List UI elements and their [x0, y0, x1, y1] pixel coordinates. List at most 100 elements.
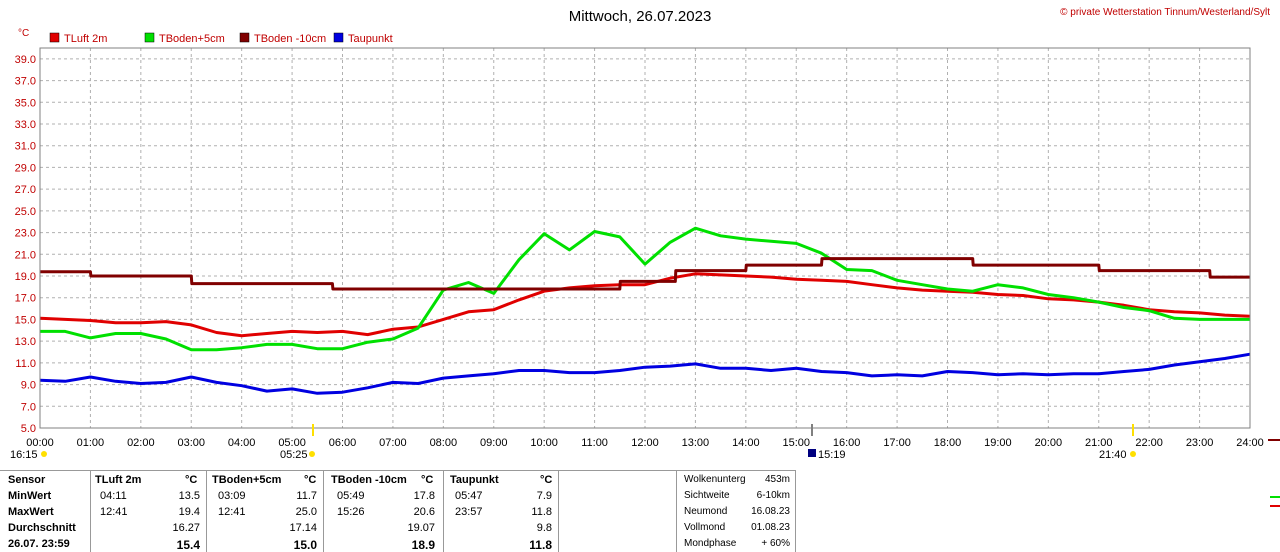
header-taupunkt-unit: °C	[540, 474, 553, 486]
series-line-1	[40, 226, 1250, 352]
sun-markers: 16:15 05:25 15:19 21:40	[10, 424, 1136, 461]
series-line-3	[39, 352, 1251, 395]
legend-swatch	[144, 32, 155, 43]
plot-frame	[39, 47, 1251, 429]
sunset-icon	[1130, 451, 1136, 457]
row-value: 19.4	[178, 506, 200, 518]
x-tick-label: 05:00	[278, 437, 306, 449]
x-tick-label: 09:00	[480, 437, 508, 449]
legend-swatch	[49, 32, 60, 43]
stats-divider	[443, 470, 444, 552]
stats-divider	[795, 470, 796, 552]
x-tick-label: 13:00	[682, 437, 710, 449]
y-tick-label: 39.0	[15, 54, 36, 66]
y-tick-label: 11.0	[15, 358, 36, 370]
sunrise-label: 05:25	[280, 449, 308, 461]
row-value: 17.8	[413, 490, 435, 502]
y-tick-label: 35.0	[15, 97, 36, 109]
row-value: 20.6	[413, 506, 435, 518]
row-time: 03:09	[218, 490, 246, 502]
x-tick-label: 11:00	[581, 437, 608, 449]
moon-label: 15:19	[818, 449, 846, 461]
x-tick-label: 08:00	[430, 437, 458, 449]
row-time: 05:49	[337, 490, 365, 502]
x-tick-label: 24:00	[1236, 437, 1264, 449]
info-value: 453m	[764, 474, 790, 485]
row-value: 15.4	[176, 538, 200, 552]
x-tick-label: 04:00	[228, 437, 256, 449]
row-label: Durchschnitt	[8, 522, 76, 534]
info-value: 16.08.23	[751, 506, 790, 517]
stats-row-min: MinWert 04:11 13.5 03:09 11.7 05:49 17.8…	[0, 490, 560, 504]
x-tick-label: 07:00	[379, 437, 407, 449]
y-tick-label: 7.0	[21, 401, 36, 413]
stats-divider	[206, 470, 207, 552]
info-row: Vollmond 01.08.23	[684, 522, 792, 538]
stats-divider	[676, 470, 677, 552]
legend-label: TLuft 2m	[64, 33, 107, 45]
info-row: Neumond 16.08.23	[684, 506, 792, 522]
info-label: Vollmond	[684, 522, 726, 533]
y-tick-label: 15.0	[15, 314, 36, 326]
row-value: 17.14	[289, 522, 317, 534]
right-edge-markers	[1268, 439, 1280, 507]
x-tick-label: 02:00	[127, 437, 155, 449]
info-row: Wolkenunterg 453m	[684, 474, 792, 490]
stats-row-current: 26.07. 23:59 15.4 15.0 18.9 11.8	[0, 538, 560, 552]
row-value: 13.5	[178, 490, 200, 502]
stats-divider	[323, 470, 324, 552]
y-tick-label: 37.0	[15, 76, 36, 88]
chart-legend: TLuft 2m TBoden+5cm TBoden -10cm Taupunkt	[49, 32, 393, 45]
info-label: Sichtweite	[684, 490, 730, 501]
info-row: Mondphase + 60%	[684, 538, 792, 552]
y-tick-label: 5.0	[21, 423, 36, 435]
y-tick-label: 19.0	[15, 271, 36, 283]
chart-title: Mittwoch, 26.07.2023	[569, 8, 712, 25]
stats-divider	[558, 470, 559, 552]
sunset-label: 21:40	[1099, 449, 1127, 461]
info-block: Wolkenunterg 453m Sichtweite 6-10km Neum…	[684, 474, 792, 552]
row-value: 9.8	[536, 522, 552, 534]
row-value: 11.8	[529, 538, 552, 552]
x-tick-label: 15:00	[782, 437, 810, 449]
copyright-text: © private Wetterstation Tinnum/Westerlan…	[1060, 7, 1270, 18]
info-label: Neumond	[684, 506, 728, 517]
y-tick-label: 25.0	[15, 206, 36, 218]
x-tick-label: 20:00	[1035, 437, 1063, 449]
row-value: 25.0	[295, 506, 317, 518]
header-tboden10: TBoden -10cm	[331, 474, 407, 486]
legend-label: TBoden+5cm	[159, 33, 225, 45]
row-time: 12:41	[100, 506, 128, 518]
header-tboden10-unit: °C	[421, 474, 434, 486]
x-tick-label: 23:00	[1186, 437, 1214, 449]
x-tick-label: 16:00	[833, 437, 861, 449]
y-tick-label: 9.0	[21, 380, 36, 392]
header-tboden5-unit: °C	[304, 474, 317, 486]
header-tboden5: TBoden+5cm	[212, 474, 282, 486]
row-value: 18.9	[411, 538, 435, 552]
y-tick-label: 33.0	[15, 119, 36, 131]
info-value: + 60%	[761, 538, 790, 549]
chart-grid	[39, 48, 1251, 429]
y-tick-label: 13.0	[15, 336, 36, 348]
x-tick-label: 22:00	[1135, 437, 1163, 449]
row-label: MaxWert	[8, 506, 54, 518]
y-axis-ticks: 5.0 7.0 9.0 11.0 13.0 15.0 17.0 19.0 21.0 23.0 25.…	[15, 54, 36, 435]
x-tick-label: 17:00	[883, 437, 911, 449]
header-taupunkt: Taupunkt	[450, 474, 499, 486]
y-tick-label: 29.0	[15, 162, 36, 174]
header-tluft: TLuft 2m	[95, 474, 142, 486]
row-time: 23:57	[455, 506, 483, 518]
moon-icon	[808, 449, 816, 457]
y-tick-label: 23.0	[15, 228, 36, 240]
legend-label: TBoden -10cm	[254, 33, 326, 45]
info-label: Mondphase	[684, 538, 737, 549]
row-time: 04:11	[100, 490, 127, 502]
x-tick-label: 18:00	[934, 437, 962, 449]
x-tick-label: 21:00	[1085, 437, 1113, 449]
x-axis-ticks: 00:00 01:00 02:00 03:00 04:00 05:00 06:00 07:00…	[26, 437, 1264, 449]
x-tick-label: 10:00	[530, 437, 558, 449]
row-value: 7.9	[536, 490, 552, 502]
stats-divider	[90, 470, 91, 552]
